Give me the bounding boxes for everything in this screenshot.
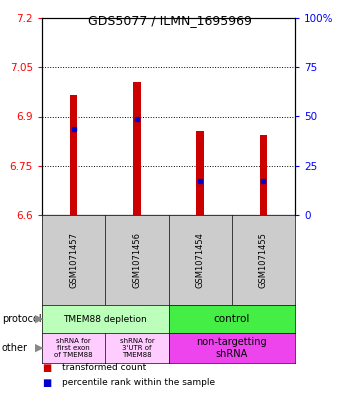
Text: GSM1071456: GSM1071456 [132,232,141,288]
Text: TMEM88 depletion: TMEM88 depletion [63,314,147,323]
Text: GSM1071454: GSM1071454 [195,232,205,288]
Text: shRNA for
first exon
of TMEM88: shRNA for first exon of TMEM88 [54,338,93,358]
Text: ■: ■ [42,378,51,388]
Text: GSM1071457: GSM1071457 [69,232,78,288]
Text: transformed count: transformed count [63,364,147,373]
Bar [70,95,78,215]
Bar [133,82,141,215]
Text: GDS5077 / ILMN_1695969: GDS5077 / ILMN_1695969 [88,14,252,27]
Text: ▶: ▶ [35,314,44,324]
Text: ■: ■ [42,363,51,373]
Text: ▶: ▶ [35,343,44,353]
Text: shRNA for
3'UTR of
TMEM88: shRNA for 3'UTR of TMEM88 [119,338,154,358]
Text: protocol: protocol [2,314,41,324]
Text: non-targetting
shRNA: non-targetting shRNA [197,337,267,359]
Text: control: control [214,314,250,324]
Text: other: other [2,343,28,353]
Bar [196,131,204,215]
Text: percentile rank within the sample: percentile rank within the sample [63,378,216,387]
Bar [259,134,267,215]
Text: GSM1071455: GSM1071455 [259,232,268,288]
